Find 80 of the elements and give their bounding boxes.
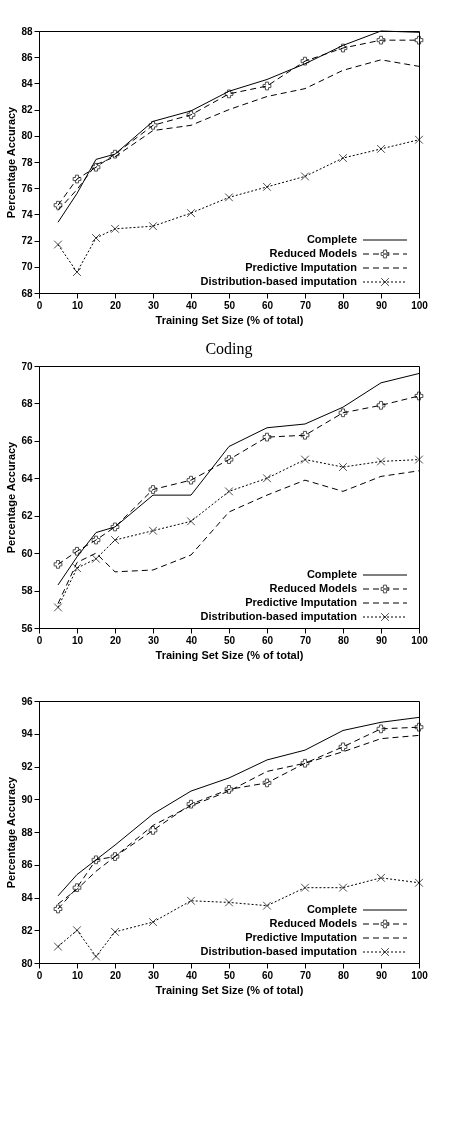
x-tick-label: 60	[261, 299, 274, 311]
y-tick-label: 96	[21, 695, 33, 707]
y-tick-label: 94	[21, 728, 33, 740]
y-tick-label: 82	[21, 104, 33, 116]
x-tick-label: 80	[337, 299, 350, 311]
y-tick-label: 68	[21, 287, 33, 299]
y-axis-title: Percentage Accuracy	[5, 775, 18, 889]
y-tick-label: 86	[21, 51, 33, 63]
legend-label: Complete	[306, 568, 357, 580]
x-tick-label: 70	[299, 299, 312, 311]
x-tick-label: 60	[261, 969, 274, 981]
y-tick-label: 86	[21, 859, 33, 871]
x-tick-label: 30	[147, 299, 160, 311]
x-tick-label: 20	[109, 634, 122, 646]
y-tick-label: 76	[21, 182, 33, 194]
y-tick-label: 70	[21, 360, 33, 372]
x-tick-label: 90	[375, 299, 388, 311]
x-axis-title: Training Set Size (% of total)	[155, 648, 304, 661]
x-tick-label: 100	[411, 969, 429, 981]
x-tick-label: 40	[185, 299, 198, 311]
y-tick-label: 84	[21, 77, 33, 89]
legend-label: Complete	[306, 903, 357, 915]
x-tick-label: 0	[36, 634, 43, 646]
legend-label: Reduced Models	[269, 582, 357, 594]
legend-label: Distribution-based imputation	[200, 610, 358, 622]
x-tick-label: 80	[337, 969, 350, 981]
x-tick-label: 50	[223, 634, 236, 646]
x-tick-label: 20	[109, 969, 122, 981]
x-axis-title: Training Set Size (% of total)	[155, 313, 304, 326]
x-tick-label: 60	[261, 634, 274, 646]
x-tick-label: 90	[375, 969, 388, 981]
legend-label: Distribution-based imputation	[200, 275, 358, 287]
y-axis-title: Percentage Accuracy	[5, 105, 18, 219]
y-tick-label: 62	[21, 510, 33, 522]
x-tick-label: 80	[337, 634, 350, 646]
chart-title: Coding	[205, 340, 253, 358]
y-tick-label: 58	[21, 585, 33, 597]
y-tick-label: 64	[21, 472, 33, 484]
y-tick-label: 74	[21, 208, 33, 220]
x-tick-label: 70	[299, 969, 312, 981]
y-tick-label: 82	[21, 924, 33, 936]
x-tick-label: 50	[223, 299, 236, 311]
x-tick-label: 90	[375, 634, 388, 646]
legend-label: Predictive Imputation	[245, 596, 358, 608]
legend-label: Predictive Imputation	[245, 931, 358, 943]
legend-label: Reduced Models	[269, 247, 357, 259]
x-tick-label: 100	[411, 634, 429, 646]
x-tick-label: 0	[36, 969, 43, 981]
x-tick-label: 10	[71, 634, 84, 646]
x-tick-label: 30	[147, 634, 160, 646]
x-tick-label: 40	[185, 969, 198, 981]
x-tick-label: 20	[109, 299, 122, 311]
y-tick-label: 56	[21, 622, 33, 634]
y-tick-label: 80	[21, 130, 33, 142]
legend-label: Distribution-based imputation	[200, 945, 358, 957]
legend-label: Reduced Models	[269, 917, 357, 929]
x-tick-label: 30	[147, 969, 160, 981]
y-tick-label: 70	[21, 261, 33, 273]
y-tick-label: 88	[21, 826, 33, 838]
y-tick-label: 66	[21, 435, 33, 447]
x-axis-title: Training Set Size (% of total)	[155, 983, 304, 996]
legend-label: Predictive Imputation	[245, 261, 358, 273]
legend-label: Complete	[306, 233, 357, 245]
x-tick-label: 10	[71, 969, 84, 981]
y-tick-label: 60	[21, 547, 33, 559]
y-tick-label: 80	[21, 957, 33, 969]
x-tick-label: 40	[185, 634, 198, 646]
y-tick-label: 90	[21, 793, 33, 805]
x-tick-label: 50	[223, 969, 236, 981]
y-tick-label: 88	[21, 25, 33, 37]
y-axis-title: Percentage Accuracy	[5, 440, 18, 554]
y-tick-label: 78	[21, 156, 33, 168]
y-tick-label: 84	[21, 892, 33, 903]
y-tick-label: 68	[21, 397, 33, 409]
x-tick-label: 70	[299, 634, 312, 646]
x-tick-label: 0	[36, 299, 43, 311]
x-tick-label: 100	[411, 299, 429, 311]
y-tick-label: 72	[21, 235, 33, 247]
y-tick-label: 92	[21, 761, 33, 772]
x-tick-label: 10	[71, 299, 84, 311]
